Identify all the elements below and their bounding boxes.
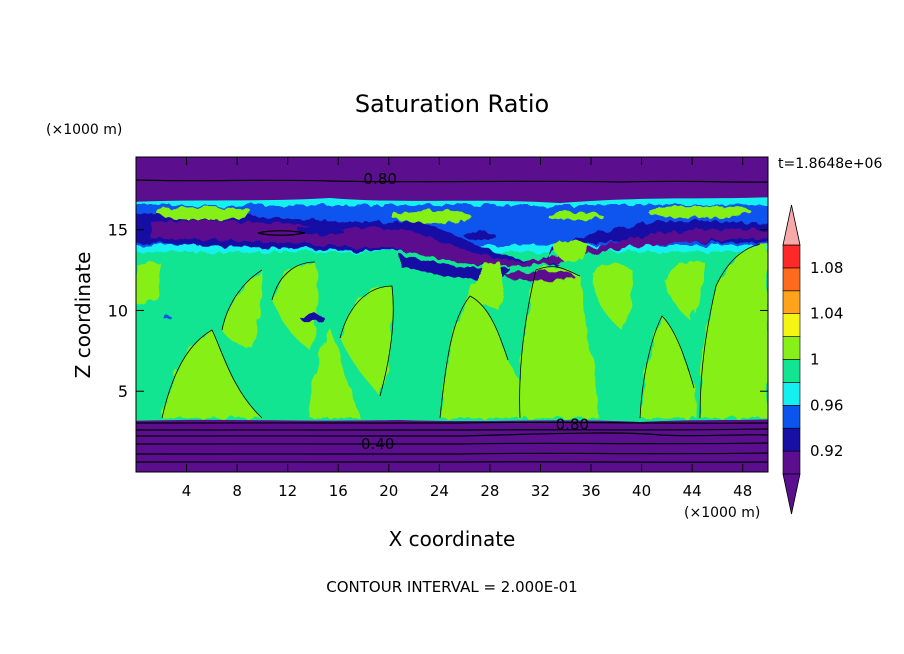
contour-labels: 0.80 0.80 0.40 — [361, 170, 589, 453]
x-tick-label: 48 — [733, 482, 752, 500]
x-axis-label: X coordinate — [389, 527, 516, 551]
colorbar-under-arrow — [782, 473, 801, 515]
colorbar-swatch — [782, 313, 801, 337]
contour-label: 0.80 — [364, 170, 397, 188]
time-label: t=1.8648e+06 — [778, 156, 882, 172]
x-tick-label: 44 — [683, 482, 702, 500]
colorbar-tick-label: 0.92 — [810, 442, 843, 460]
colorbar-swatch — [782, 382, 801, 406]
moist-columns — [136, 240, 768, 418]
x-tick-label: 32 — [531, 482, 550, 500]
colorbar: 0.92 0.96 1 1.04 1.08 — [782, 204, 843, 515]
colorbar-swatch — [782, 359, 801, 383]
colorbar-swatch — [782, 427, 801, 452]
colorbar-tick-label: 1.04 — [810, 305, 843, 323]
y-tick-label: 5 — [118, 382, 128, 401]
colorbar-swatch — [782, 404, 801, 429]
upper-dry-band — [136, 157, 768, 203]
contour-label: 0.80 — [556, 416, 589, 434]
x-tick-label: 4 — [182, 482, 192, 500]
x-tick-label: 40 — [632, 482, 651, 500]
y-tick-label: 15 — [108, 221, 128, 240]
colorbar-tick-label: 1 — [810, 351, 820, 369]
y-axis-label: Z coordinate — [71, 252, 95, 379]
plot-frame — [135, 156, 769, 473]
colorbar-over-arrow — [782, 204, 801, 246]
x-unit-label: (×1000 m) — [684, 505, 760, 521]
contour-lines — [161, 243, 761, 419]
colorbar-tick-label: 0.96 — [810, 396, 843, 414]
colorbar-tick-label: 1.08 — [810, 259, 843, 277]
colorbar-swatch — [782, 450, 801, 475]
x-tick-label: 16 — [329, 482, 348, 500]
y-tick-label: 10 — [108, 301, 128, 320]
y-unit-label: (×1000 m) — [46, 122, 122, 138]
x-tick-label: 20 — [379, 482, 398, 500]
colorbar-swatch — [782, 290, 801, 314]
y-axis-ticks: 5 10 15 — [108, 221, 768, 401]
x-axis-ticks: 4 8 12 16 20 24 28 32 36 40 44 48 — [182, 157, 752, 500]
contour-label: 0.40 — [361, 435, 394, 453]
colorbar-swatch — [782, 267, 801, 292]
upper-layer — [136, 196, 768, 280]
plot-area: 0.80 0.80 0.40 — [136, 157, 768, 472]
x-tick-label: 24 — [430, 482, 449, 500]
colorbar-swatch — [782, 244, 801, 269]
x-tick-label: 36 — [581, 482, 600, 500]
chart-title: Saturation Ratio — [355, 90, 549, 118]
x-tick-label: 8 — [232, 482, 242, 500]
major-contours — [136, 179, 768, 463]
lower-dry-band — [136, 419, 768, 472]
x-tick-label: 28 — [480, 482, 499, 500]
colorbar-swatch — [782, 336, 801, 360]
contour-interval-note: CONTOUR INTERVAL = 2.000E-01 — [326, 578, 577, 596]
x-tick-label: 12 — [278, 482, 297, 500]
small-features — [164, 232, 574, 322]
